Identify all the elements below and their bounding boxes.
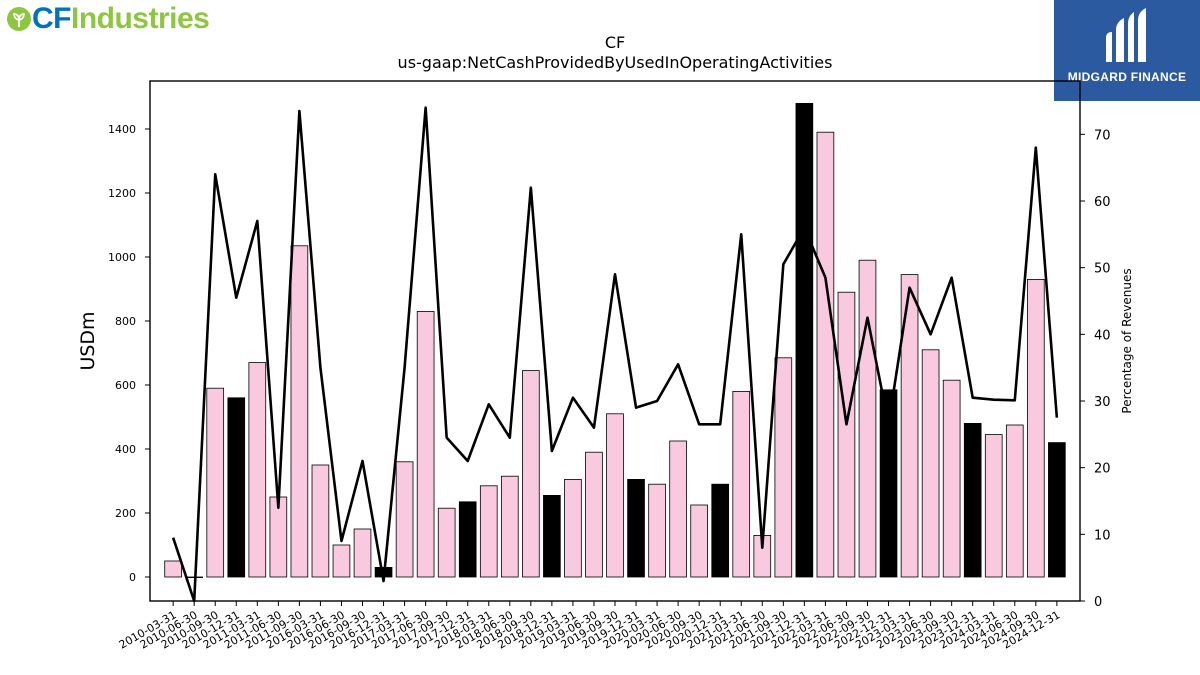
- bar-2018-03-31: [479, 485, 498, 578]
- bar-2011-09-30: [290, 245, 309, 578]
- bar-2020-06-30: [669, 440, 687, 578]
- bar-2023-09-30: [942, 379, 961, 578]
- brand-name: MIDGARD FINANCE: [1067, 70, 1187, 84]
- bar-2017-09-30: [437, 507, 456, 578]
- logo-text-cf: CF: [32, 2, 72, 35]
- bar-2024-06-30: [1005, 424, 1024, 578]
- y-tick-label: 0: [129, 571, 136, 584]
- bar-2017-03-31: [395, 461, 414, 578]
- bar-2020-12-31: [711, 483, 730, 578]
- logo-text-industries: Industries: [71, 2, 210, 35]
- bar-2020-03-31: [648, 483, 666, 578]
- chart-subtitle: us-gaap:NetCashProvidedByUsedInOperating…: [398, 53, 833, 72]
- y2-tick-label: 20: [1094, 462, 1111, 477]
- y2-tick-label: 30: [1094, 395, 1111, 410]
- y2-axis-label: Percentage of Revenues: [1120, 268, 1134, 413]
- bar-2017-12-31: [458, 501, 477, 578]
- y2-tick-label: 60: [1094, 195, 1111, 210]
- bar-2010-03-31: [164, 560, 182, 578]
- y-tick-label: 600: [115, 379, 136, 392]
- bar-2023-12-31: [963, 422, 982, 578]
- y-tick-label: 200: [115, 507, 136, 520]
- bar-2022-09-30: [858, 259, 877, 578]
- bar-2018-12-31: [543, 494, 561, 578]
- bar-2022-03-31: [816, 131, 835, 578]
- line-series: [171, 106, 1059, 603]
- bar-2021-12-31: [795, 103, 814, 578]
- y2-tick-label: 10: [1094, 528, 1111, 543]
- bar-2023-03-31: [900, 274, 919, 578]
- y2-tick-label: 40: [1094, 328, 1111, 343]
- bar-2010-09-30: [206, 387, 225, 578]
- bar-2016-03-31: [311, 464, 330, 578]
- bar-2016-09-30: [353, 528, 372, 578]
- bar-2017-06-30: [416, 310, 435, 578]
- bar-2024-03-31: [984, 434, 1003, 578]
- midgard-finance-logo: MIDGARD FINANCE: [1054, 0, 1200, 101]
- bar-2021-03-31: [732, 390, 751, 578]
- y-axis-label: USDm: [77, 311, 99, 370]
- company-logo: CF Industries: [6, 2, 210, 36]
- bar-2023-06-30: [921, 349, 940, 578]
- y-tick-label: 1000: [108, 251, 136, 264]
- axes: 0 200 400 600 800 1000 1200 1400 0 10 20 30 40 50 60 70…: [108, 80, 1111, 652]
- y2-tick-label: 50: [1094, 262, 1111, 277]
- y-tick-label: 1200: [108, 187, 136, 200]
- bar-2011-03-31: [248, 362, 267, 578]
- percentage-line: [171, 106, 1059, 603]
- bar-2021-09-30: [774, 357, 793, 578]
- chart-title: CF: [605, 33, 625, 52]
- y2-tick-label: 70: [1094, 128, 1111, 143]
- y-tick-label: 400: [115, 443, 136, 456]
- bar-2016-06-30: [332, 544, 351, 578]
- bar-2019-03-31: [564, 478, 582, 578]
- bar-2018-09-30: [522, 370, 540, 578]
- bar-2022-12-31: [879, 389, 898, 578]
- leaf-icon: [7, 7, 31, 31]
- bar-2024-09-30: [1027, 278, 1045, 578]
- bar-2020-09-30: [690, 504, 708, 578]
- bar-2024-12-31: [1048, 442, 1066, 578]
- bar-2022-06-30: [837, 291, 856, 578]
- midgard-mark-icon: [1106, 8, 1146, 62]
- bar-2011-06-30: [269, 496, 288, 578]
- bar-series: [164, 103, 1066, 579]
- y-tick-label: 1400: [108, 123, 136, 136]
- y-tick-label: 800: [115, 315, 136, 328]
- bar-2018-06-30: [500, 475, 519, 578]
- bar-2019-06-30: [585, 451, 603, 578]
- bar-2019-12-31: [627, 478, 645, 578]
- y2-tick-label: 0: [1094, 595, 1102, 610]
- bar-2010-12-31: [227, 397, 246, 578]
- bar-2019-09-30: [606, 413, 624, 578]
